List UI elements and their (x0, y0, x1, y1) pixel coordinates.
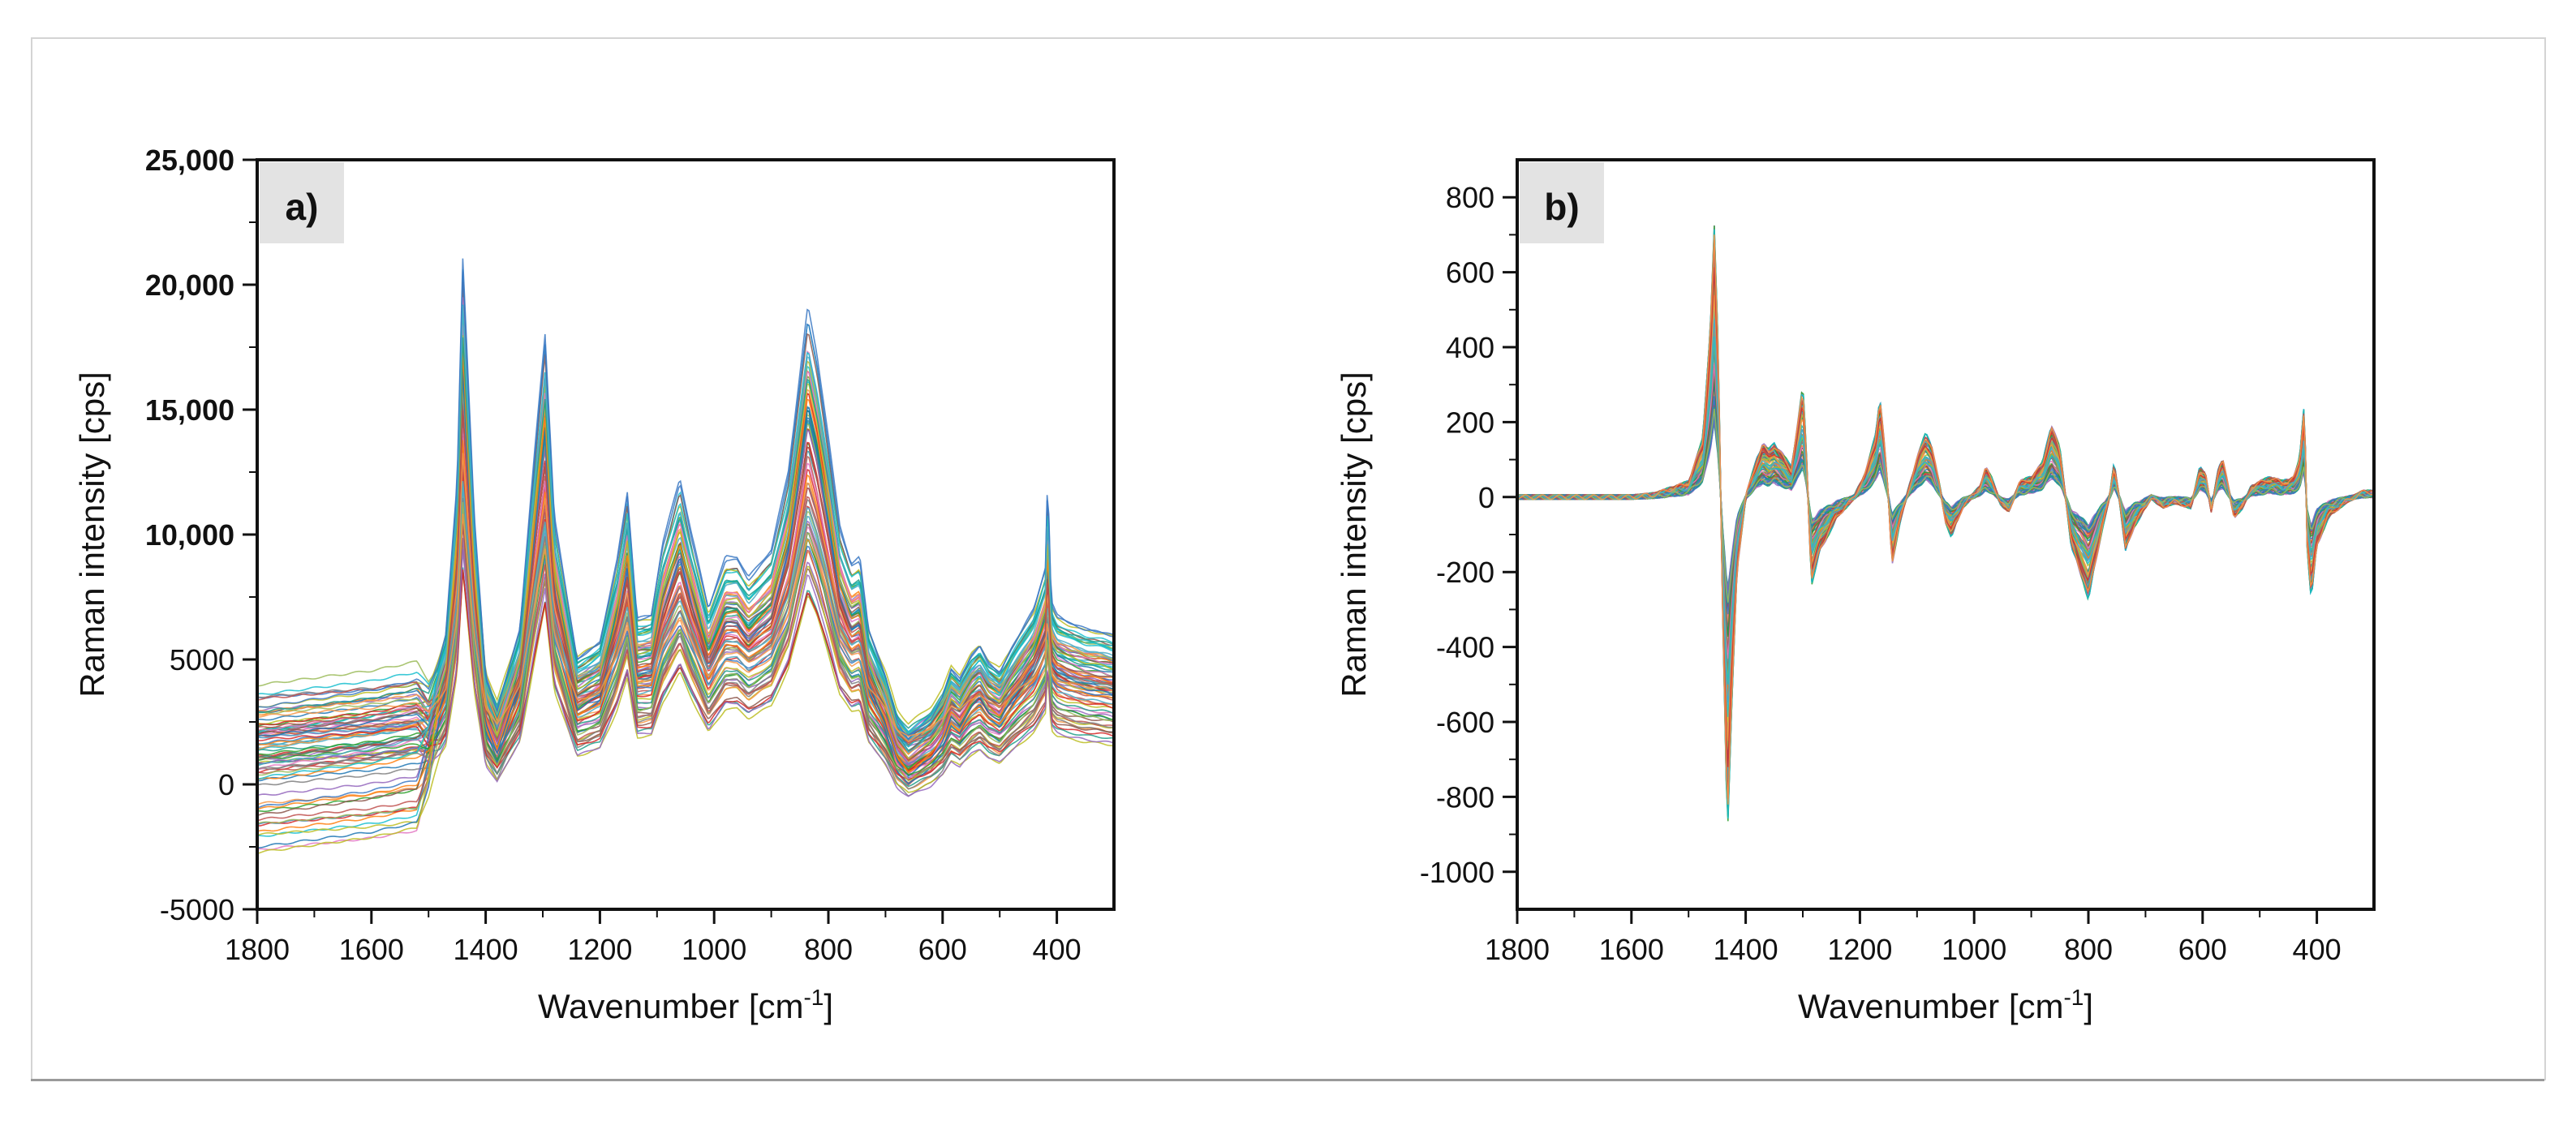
spectrum-series-line (1517, 319, 2374, 706)
spectrum-series-line (257, 464, 1114, 744)
spectrum-series-line (257, 258, 1114, 741)
panel-label: a) (286, 186, 319, 228)
x-tick-label: 600 (2178, 933, 2227, 966)
chart-b-ticks-group: 1800 1600 1400 1200 1000 800 600 400 -1000 -800 -6… (1420, 181, 2342, 966)
chart-b-svg: b) 1800 1600 1400 1200 1000 800 600 400 -1000 -80… (1335, 158, 2376, 1025)
x-tick-label: 800 (2064, 933, 2113, 966)
x-tick-label: 400 (2293, 933, 2342, 966)
spectrum-series-line (1517, 234, 2374, 805)
x-axis-label-sup: -1 (803, 985, 824, 1010)
x-axis-label-end: ] (824, 987, 833, 1025)
spectrum-series-line (257, 324, 1114, 760)
y-axis-label: Raman intensity [cps] (73, 372, 111, 698)
spectrum-series-line (257, 481, 1114, 741)
y-tick-label: -400 (1436, 631, 1494, 664)
spectrum-series-line (257, 513, 1114, 737)
chart-b-series-group (1517, 225, 2374, 822)
chart-panel-a: a) 1800 1600 1400 1200 1000 800 600 400 -5000 0 50… (73, 144, 1116, 1025)
x-tick-label: 1000 (1942, 933, 2006, 966)
x-axis-label: Wavenumber [cm-1] (538, 985, 833, 1025)
x-tick-label: 1400 (454, 933, 518, 966)
y-tick-label: -200 (1436, 556, 1494, 589)
chart-b-plot-frame (1516, 158, 2376, 911)
spectrum-series-line (257, 335, 1114, 854)
spectrum-series-line (257, 373, 1114, 777)
y-tick-label: 200 (1446, 406, 1494, 439)
y-tick-label: 20,000 (145, 268, 234, 302)
spectrum-series-line (257, 351, 1114, 810)
chart-a-series-group (257, 258, 1114, 854)
x-tick-label: 1800 (1485, 933, 1550, 966)
chart-panel-b: b) 1800 1600 1400 1200 1000 800 600 400 -1000 -80… (1288, 0, 2575, 1121)
figure-frame-bottom (31, 1079, 2544, 1081)
panel-label-box (1520, 162, 1604, 243)
x-tick-label: 1800 (225, 933, 290, 966)
chart-a-ticks-group: 1800 1600 1400 1200 1000 800 600 400 -5000 0 5000 1… (145, 144, 1082, 966)
spectrum-series-line (257, 501, 1114, 825)
x-axis-label-main: Wavenumber [cm (538, 987, 804, 1025)
x-tick-label: 1000 (682, 933, 746, 966)
y-tick-label: 600 (1446, 256, 1494, 290)
spectrum-series-line (257, 500, 1114, 797)
y-tick-label: -600 (1436, 706, 1494, 739)
spectrum-series-line (257, 411, 1114, 758)
spectrum-series-line (257, 570, 1114, 836)
y-tick-label: -1000 (1420, 856, 1494, 889)
y-tick-label: 25,000 (145, 144, 234, 177)
x-axis-label-main: Wavenumber [cm (1798, 987, 2064, 1025)
spectrum-series-line (257, 539, 1114, 780)
spectrum-series-line (1517, 406, 2374, 604)
y-axis-label: Raman intensity [cps] (1335, 372, 1373, 698)
spectrum-series-line (1517, 337, 2374, 682)
x-tick-label: 1600 (1599, 933, 1664, 966)
x-tick-label: 600 (918, 933, 967, 966)
y-tick-label: 400 (1446, 331, 1494, 364)
spectrum-series-line (257, 340, 1114, 733)
figure-frame-right (2544, 37, 2546, 1080)
x-tick-label: 1200 (567, 933, 632, 966)
y-tick-label: 800 (1446, 181, 1494, 214)
y-tick-label: 15,000 (145, 393, 234, 427)
figure-frame-top (31, 37, 2544, 39)
spectrum-series-line (257, 305, 1114, 767)
panel-label: b) (1544, 186, 1579, 228)
y-tick-label: 10,000 (145, 518, 234, 552)
x-axis-label-end: ] (2084, 987, 2093, 1025)
x-tick-label: 1400 (1714, 933, 1778, 966)
y-tick-label: -800 (1436, 780, 1494, 814)
y-tick-label: 0 (218, 768, 234, 801)
x-tick-label: 800 (804, 933, 853, 966)
panel-label-box (260, 162, 344, 243)
x-tick-label: 1600 (339, 933, 404, 966)
spectrum-series-line (257, 472, 1114, 827)
y-tick-label: -5000 (160, 893, 234, 926)
x-axis-label: Wavenumber [cm-1] (1798, 985, 2093, 1025)
x-axis-label-sup: -1 (2063, 985, 2084, 1010)
chart-a-svg: a) 1800 1600 1400 1200 1000 800 600 400 -5000 0 50… (73, 144, 1116, 1025)
x-tick-label: 400 (1033, 933, 1082, 966)
spectrum-series-line (257, 453, 1114, 742)
spectrum-series-line (257, 549, 1114, 797)
figure-frame-left (31, 37, 32, 1080)
spectrum-series-line (257, 385, 1114, 776)
y-tick-label: 5000 (170, 643, 234, 676)
x-tick-label: 1200 (1827, 933, 1892, 966)
y-tick-label: 0 (1478, 481, 1494, 514)
spectrum-series-line (257, 500, 1114, 790)
spectrum-series-line (257, 271, 1114, 809)
